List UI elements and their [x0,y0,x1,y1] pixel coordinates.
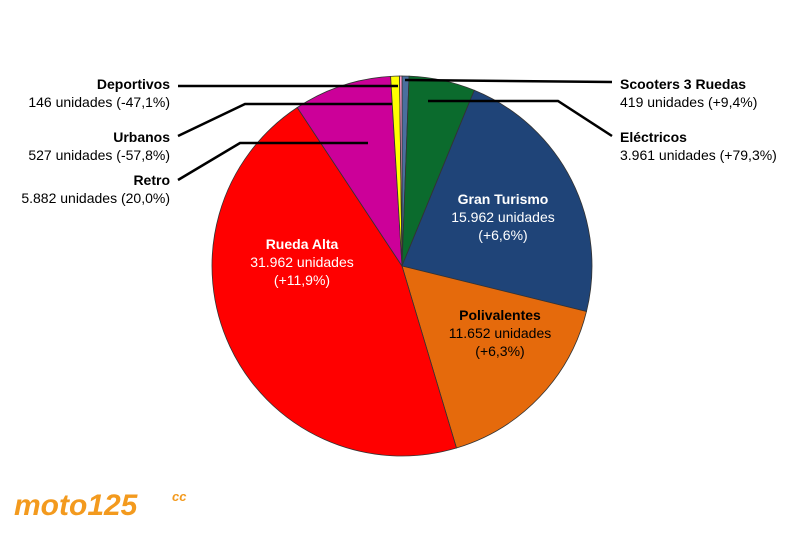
logo-suffix: cc [172,489,187,504]
slice-value-retro: 5.882 unidades (20,0%) [21,190,170,206]
slice-name-urbanos: Urbanos [113,129,170,145]
leader-line-urbanos [177,102,392,138]
leader-lines [177,78,613,182]
slice-value-deportivos: 146 unidades (-47,1%) [28,94,170,110]
moto125-logo: moto125 cc [14,489,187,522]
slice-name-scooters-3-ruedas: Scooters 3 Ruedas [620,76,746,92]
leader-line-scooters-3-ruedas [404,78,613,84]
slice-name-polivalentes: Polivalentes [459,307,541,323]
leader-line-electricos [428,99,613,138]
pie-slice-polivalentes [401,265,587,449]
leader-line-retro [177,141,368,182]
slice-labels: Scooters 3 Ruedas 419 unidades (+9,4%) Elé… [21,76,777,359]
slice-name-electricos: Eléctricos [620,129,687,145]
slice-name-rueda-alta: Rueda Alta [266,236,339,252]
slice-value-electricos: 3.961 unidades (+79,3%) [620,147,777,163]
slice-value-rueda-alta: 31.962 unidades [250,254,354,270]
pie-slice-rueda-alta [211,106,457,457]
slice-name-gran-turismo: Gran Turismo [458,191,549,207]
logo-text: moto125 [14,489,139,522]
pie-slices [211,75,593,457]
slice-value-gran-turismo: 15.962 unidades [451,209,555,225]
slice-name-retro: Retro [133,172,170,188]
slice-value-scooters-3-ruedas: 419 unidades (+9,4%) [620,94,757,110]
slice-change-polivalentes: (+6,3%) [475,343,524,359]
slice-change-gran-turismo: (+6,6%) [478,227,527,243]
slice-value-urbanos: 527 unidades (-57,8%) [28,147,170,163]
slice-change-rueda-alta: (+11,9%) [274,272,330,288]
slice-value-polivalentes: 11.652 unidades [449,325,552,341]
slice-name-deportivos: Deportivos [97,76,170,92]
pie-slice-gran-turismo [401,89,593,312]
pie-slice-deportivos [399,75,403,267]
